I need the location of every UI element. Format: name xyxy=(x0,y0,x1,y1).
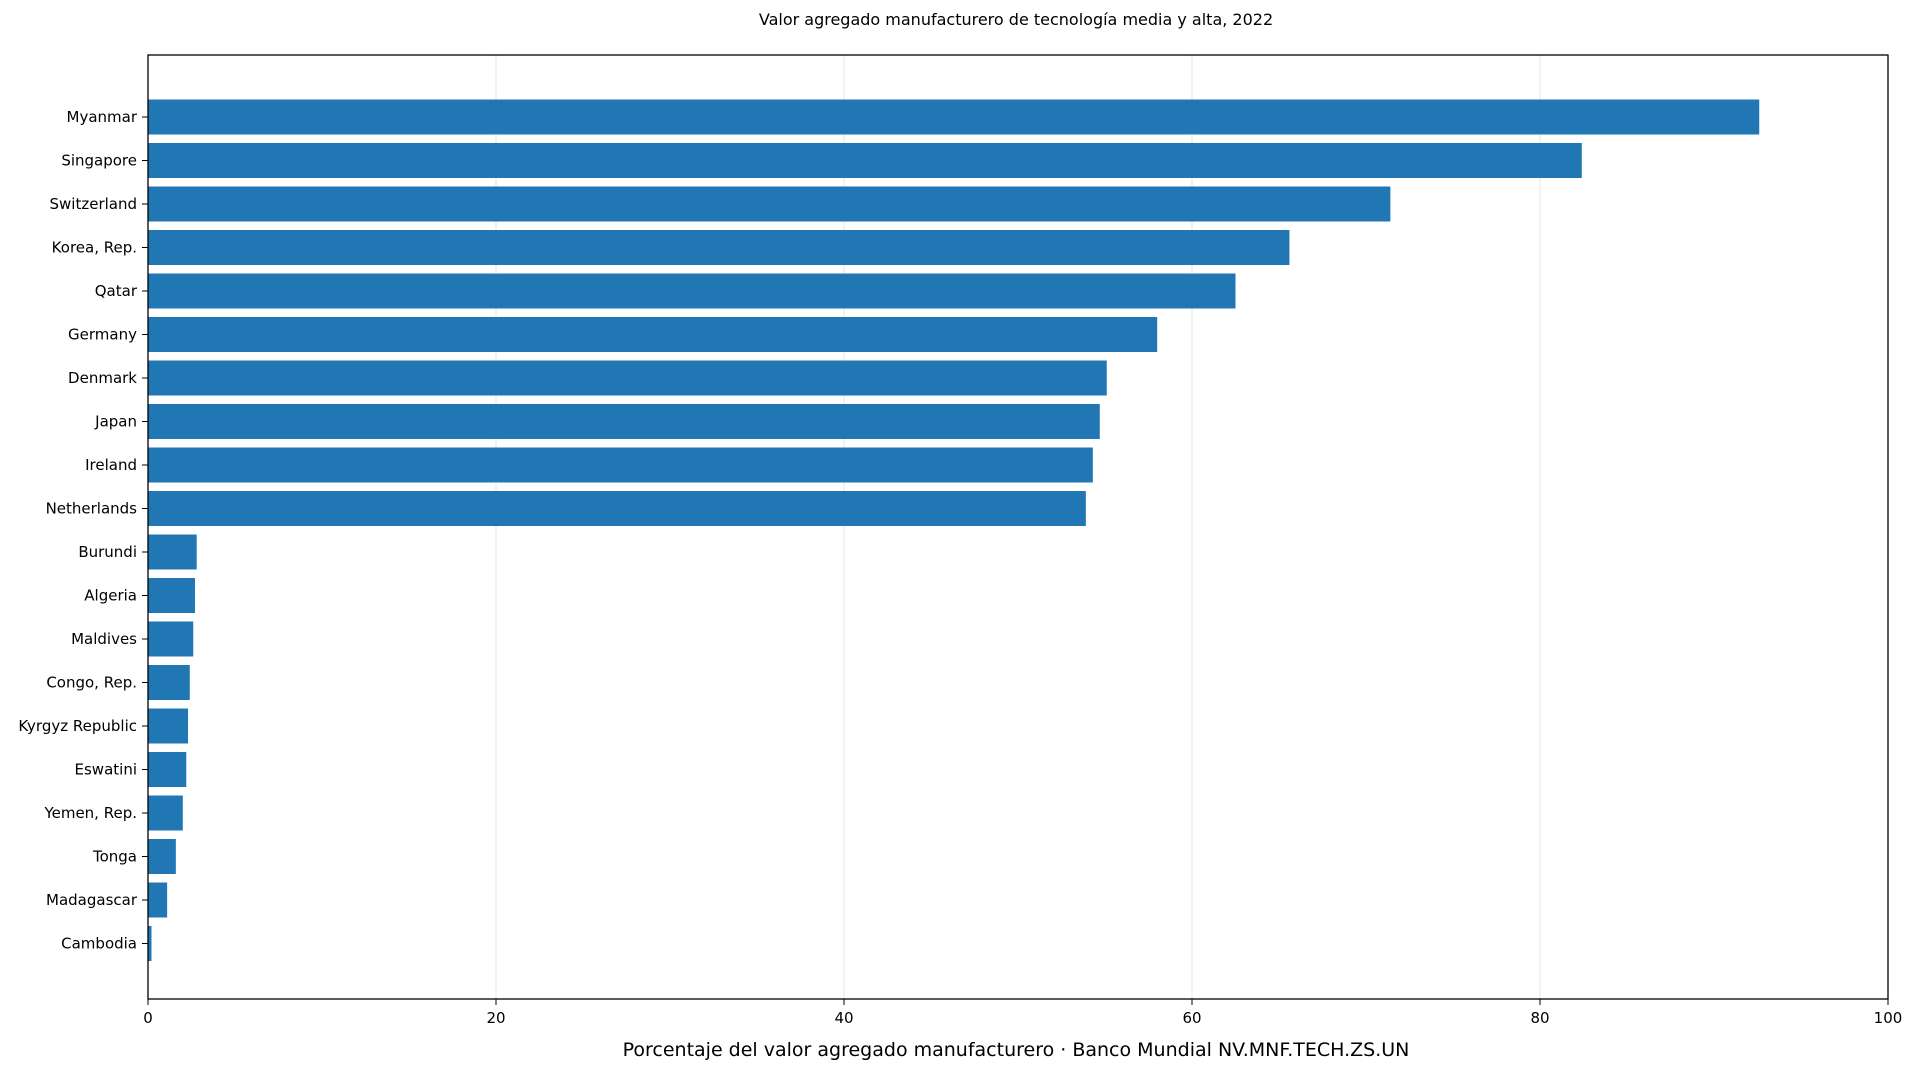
bar-burundi xyxy=(148,534,197,570)
chart-title: Valor agregado manufacturero de tecnolog… xyxy=(759,10,1273,29)
y-tick-label-netherlands: Netherlands xyxy=(46,500,138,518)
y-tick-label-burundi: Burundi xyxy=(78,543,137,561)
y-tick-label-tonga: Tonga xyxy=(92,848,137,866)
y-tick-label-singapore: Singapore xyxy=(61,152,137,170)
plot-frame xyxy=(147,54,1889,1000)
y-tick-label-ireland: Ireland xyxy=(85,456,137,474)
y-tick-label-korea-rep: Korea, Rep. xyxy=(52,239,137,257)
y-tick-label-germany: Germany xyxy=(68,326,137,344)
bar-germany xyxy=(148,317,1158,352)
bar-switzerland xyxy=(148,186,1391,222)
bar-cambodia xyxy=(148,926,152,961)
bar-congo-rep xyxy=(148,665,190,700)
x-tick-label-20: 20 xyxy=(486,1009,505,1027)
x-tick-label-60: 60 xyxy=(1182,1009,1201,1027)
bar-yemen-rep xyxy=(148,795,183,831)
y-tick-label-kyrgyz-republic: Kyrgyz Republic xyxy=(18,717,137,735)
y-tick-label-qatar: Qatar xyxy=(95,282,138,300)
y-tick-label-eswatini: Eswatini xyxy=(75,761,137,779)
bar-maldives xyxy=(148,621,194,657)
bar-korea-rep xyxy=(148,230,1290,265)
bar-japan xyxy=(148,404,1100,439)
bars xyxy=(148,99,1760,961)
bar-madagascar xyxy=(148,882,168,918)
y-tick-label-cambodia: Cambodia xyxy=(61,935,137,953)
bar-denmark xyxy=(148,360,1107,396)
bar-kyrgyz-republic xyxy=(148,708,189,744)
x-tick-label-80: 80 xyxy=(1530,1009,1549,1027)
y-tick-label-switzerland: Switzerland xyxy=(50,195,138,213)
y-tick-label-myanmar: Myanmar xyxy=(67,108,138,126)
bar-netherlands xyxy=(148,491,1086,526)
bar-ireland xyxy=(148,447,1093,483)
y-tick-labels: Myanmar Singapore Switzerland Korea, Rep. Qa… xyxy=(18,108,148,953)
y-tick-label-algeria: Algeria xyxy=(84,587,137,605)
x-axis-label: Porcentaje del valor agregado manufactur… xyxy=(623,1039,1410,1061)
bar-eswatini xyxy=(148,752,187,787)
bar-algeria xyxy=(148,578,195,613)
bar-singapore xyxy=(148,143,1582,178)
y-tick-label-congo-rep: Congo, Rep. xyxy=(46,674,137,692)
x-tick-label-100: 100 xyxy=(1874,1009,1903,1027)
y-tick-label-yemen-rep: Yemen, Rep. xyxy=(43,804,137,822)
bar-myanmar xyxy=(148,99,1760,135)
x-tick-label-0: 0 xyxy=(143,1009,153,1027)
bar-tonga xyxy=(148,839,176,874)
y-tick-label-madagascar: Madagascar xyxy=(46,891,138,909)
y-tick-label-japan: Japan xyxy=(94,413,137,431)
bar-qatar xyxy=(148,273,1236,309)
y-tick-label-maldives: Maldives xyxy=(71,630,137,648)
y-tick-label-denmark: Denmark xyxy=(68,369,137,387)
x-tick-label-40: 40 xyxy=(834,1009,853,1027)
x-tick-labels: 0 20 40 60 80 100 xyxy=(143,999,1902,1027)
